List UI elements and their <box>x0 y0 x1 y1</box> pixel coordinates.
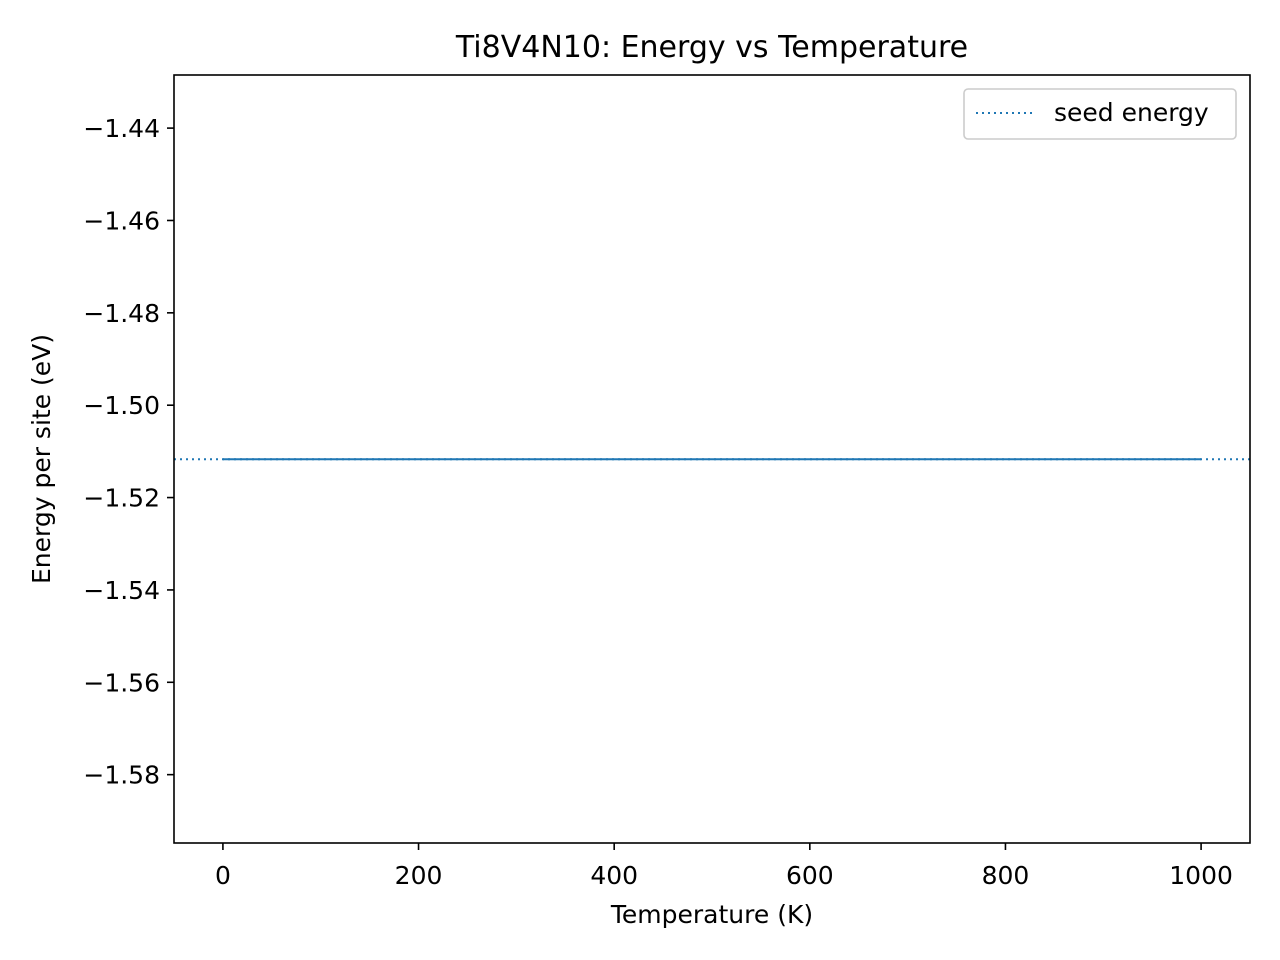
y-tick-label: −1.54 <box>83 576 160 605</box>
y-tick-label: −1.48 <box>83 299 160 328</box>
y-tick-label: −1.56 <box>83 668 160 697</box>
y-tick-label: −1.58 <box>83 761 160 790</box>
x-tick-label: 0 <box>215 861 231 890</box>
legend-box <box>963 88 1237 140</box>
x-tick-label: 400 <box>590 861 638 890</box>
y-tick-label: −1.50 <box>83 391 160 420</box>
x-tick-label: 800 <box>982 861 1030 890</box>
y-tick-label: −1.46 <box>83 206 160 235</box>
x-tick-label: 200 <box>395 861 443 890</box>
x-axis-title: Temperature (K) <box>610 900 813 929</box>
y-axis-ticks: −1.58 −1.56 −1.54 −1.52 −1.50 −1.48 −1.46 −1.44 <box>83 114 174 790</box>
x-tick-label: 600 <box>786 861 834 890</box>
legend-seed-energy-label: seed energy <box>1054 98 1209 127</box>
legend: seed energy <box>963 88 1237 140</box>
y-tick-label: −1.52 <box>83 484 160 513</box>
y-tick-label: −1.44 <box>83 114 160 143</box>
x-tick-label: 1000 <box>1169 861 1233 890</box>
plot-frame <box>173 74 1251 844</box>
x-axis-ticks: 0 200 400 600 800 1000 <box>215 843 1233 890</box>
chart-title: Ti8V4N10: Energy vs Temperature <box>455 30 968 65</box>
y-axis-title: Energy per site (eV) <box>27 334 56 584</box>
